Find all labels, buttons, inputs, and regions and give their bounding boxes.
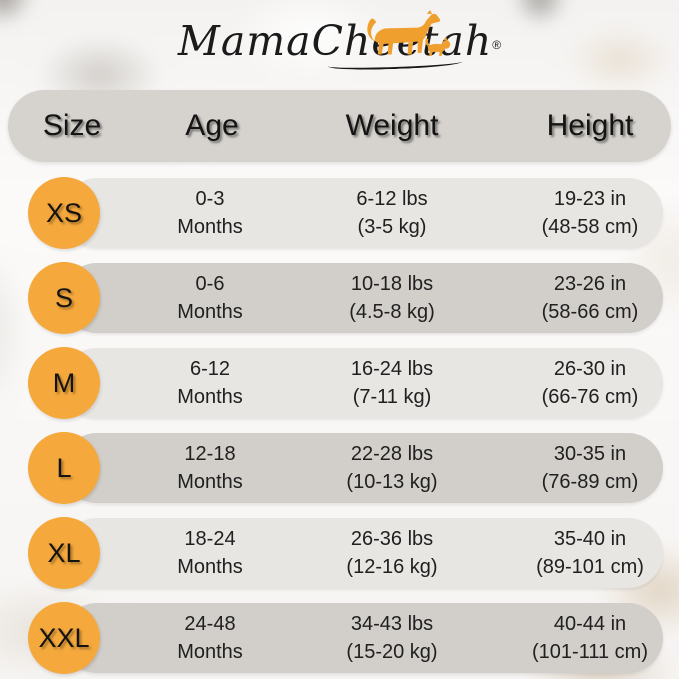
height-cm: (76-89 cm) bbox=[541, 471, 639, 493]
height-cell: 26-30 in (66-76 cm) bbox=[542, 355, 639, 411]
height-cm: (48-58 cm) bbox=[541, 216, 639, 238]
height-in: 26-30 in bbox=[553, 358, 627, 380]
column-header-age: Age bbox=[185, 109, 239, 142]
age-range: 24-48 bbox=[184, 613, 236, 635]
age-cell: 0-3 Months bbox=[177, 185, 243, 241]
row-pill: 0-3 Months 6-12 lbs (3-5 kg) 19-23 in (4… bbox=[62, 178, 663, 248]
size-badge: XS bbox=[28, 177, 100, 249]
weight-lbs: 16-24 lbs bbox=[350, 358, 434, 380]
age-cell: 24-48 Months bbox=[177, 610, 243, 666]
weight-kg: (10-13 kg) bbox=[346, 471, 438, 493]
age-cell: 0-6 Months bbox=[177, 270, 243, 326]
row-pill: 12-18 Months 22-28 lbs (10-13 kg) 30-35 … bbox=[62, 433, 663, 503]
weight-kg: (7-11 kg) bbox=[352, 386, 432, 408]
age-range: 0-3 bbox=[195, 188, 225, 210]
weight-cell: 6-12 lbs (3-5 kg) bbox=[356, 185, 427, 241]
height-in: 30-35 in bbox=[553, 443, 627, 465]
size-row: XL 18-24 Months 26-36 lbs (12-16 kg) 35-… bbox=[0, 517, 679, 589]
height-cell: 40-44 in (101-111 cm) bbox=[532, 610, 648, 666]
size-badge-label: S bbox=[54, 282, 73, 313]
size-row: XS 0-3 Months 6-12 lbs (3-5 kg) 19-23 in… bbox=[0, 177, 679, 249]
size-badge-label: XXL bbox=[38, 622, 90, 653]
weight-kg: (15-20 kg) bbox=[346, 641, 438, 663]
height-in: 40-44 in bbox=[553, 613, 627, 635]
brand-name: MamaCheetah bbox=[177, 17, 493, 65]
weight-cell: 34-43 lbs (15-20 kg) bbox=[346, 610, 437, 666]
weight-kg: (3-5 kg) bbox=[357, 216, 427, 238]
size-badge-label: M bbox=[52, 367, 76, 398]
age-range: 6-12 bbox=[189, 358, 231, 380]
weight-lbs: 26-36 lbs bbox=[350, 528, 434, 550]
height-cm: (58-66 cm) bbox=[541, 301, 639, 323]
weight-lbs: 6-12 lbs bbox=[356, 188, 428, 210]
weight-cell: 16-24 lbs (7-11 kg) bbox=[351, 355, 433, 411]
height-cell: 35-40 in (89-101 cm) bbox=[536, 525, 644, 581]
size-row: L 12-18 Months 22-28 lbs (10-13 kg) 30-3… bbox=[0, 432, 679, 504]
age-range: 0-6 bbox=[195, 273, 225, 295]
age-range: 18-24 bbox=[184, 528, 236, 550]
size-badge: S bbox=[28, 262, 100, 334]
height-cell: 19-23 in (48-58 cm) bbox=[542, 185, 639, 241]
height-cm: (101-111 cm) bbox=[532, 641, 648, 663]
weight-cell: 22-28 lbs (10-13 kg) bbox=[346, 440, 437, 496]
size-badge: L bbox=[28, 432, 100, 504]
registered-trademark: ® bbox=[492, 38, 502, 52]
row-pill: 18-24 Months 26-36 lbs (12-16 kg) 35-40 … bbox=[62, 518, 663, 588]
height-in: 35-40 in bbox=[553, 528, 627, 550]
size-rows: XS 0-3 Months 6-12 lbs (3-5 kg) 19-23 in… bbox=[0, 177, 679, 679]
size-badge: M bbox=[28, 347, 100, 419]
height-cell: 23-26 in (58-66 cm) bbox=[542, 270, 639, 326]
column-header-weight: Weight bbox=[345, 109, 439, 142]
column-header-height: Height bbox=[546, 109, 634, 142]
age-range: 12-18 bbox=[184, 443, 236, 465]
age-unit: Months bbox=[177, 216, 243, 238]
row-pill: 6-12 Months 16-24 lbs (7-11 kg) 26-30 in… bbox=[62, 348, 663, 418]
weight-lbs: 10-18 lbs bbox=[350, 273, 434, 295]
size-badge-label: XS bbox=[45, 197, 83, 228]
weight-lbs: 22-28 lbs bbox=[350, 443, 434, 465]
size-row: S 0-6 Months 10-18 lbs (4.5-8 kg) 23-26 … bbox=[0, 262, 679, 334]
age-unit: Months bbox=[177, 641, 243, 663]
height-in: 19-23 in bbox=[553, 188, 627, 210]
weight-cell: 10-18 lbs (4.5-8 kg) bbox=[349, 270, 435, 326]
age-cell: 6-12 Months bbox=[177, 355, 243, 411]
table-header: Size Age Weight Height bbox=[8, 90, 671, 162]
height-cm: (66-76 cm) bbox=[541, 386, 639, 408]
brand-logo: MamaCheetah® bbox=[0, 2, 679, 86]
height-cell: 30-35 in (76-89 cm) bbox=[542, 440, 639, 496]
weight-kg: (4.5-8 kg) bbox=[349, 301, 435, 323]
size-badge-label: XL bbox=[47, 537, 81, 568]
size-row: XXL 24-48 Months 34-43 lbs (15-20 kg) 40… bbox=[0, 602, 679, 674]
weight-lbs: 34-43 lbs bbox=[350, 613, 434, 635]
age-unit: Months bbox=[177, 471, 243, 493]
size-badge-label: L bbox=[56, 452, 72, 483]
age-cell: 12-18 Months bbox=[177, 440, 243, 496]
height-in: 23-26 in bbox=[553, 273, 627, 295]
age-cell: 18-24 Months bbox=[177, 525, 243, 581]
row-pill: 24-48 Months 34-43 lbs (15-20 kg) 40-44 … bbox=[62, 603, 663, 673]
size-badge: XXL bbox=[28, 602, 100, 674]
age-unit: Months bbox=[177, 556, 243, 578]
weight-kg: (12-16 kg) bbox=[346, 556, 438, 578]
age-unit: Months bbox=[177, 301, 243, 323]
row-pill: 0-6 Months 10-18 lbs (4.5-8 kg) 23-26 in… bbox=[62, 263, 663, 333]
height-cm: (89-101 cm) bbox=[536, 556, 644, 578]
age-unit: Months bbox=[177, 386, 243, 408]
size-row: M 6-12 Months 16-24 lbs (7-11 kg) 26-30 … bbox=[0, 347, 679, 419]
column-header-size: Size bbox=[42, 109, 102, 142]
size-badge: XL bbox=[28, 517, 100, 589]
weight-cell: 26-36 lbs (12-16 kg) bbox=[346, 525, 437, 581]
cheetah-and-cub-icon bbox=[367, 10, 451, 56]
